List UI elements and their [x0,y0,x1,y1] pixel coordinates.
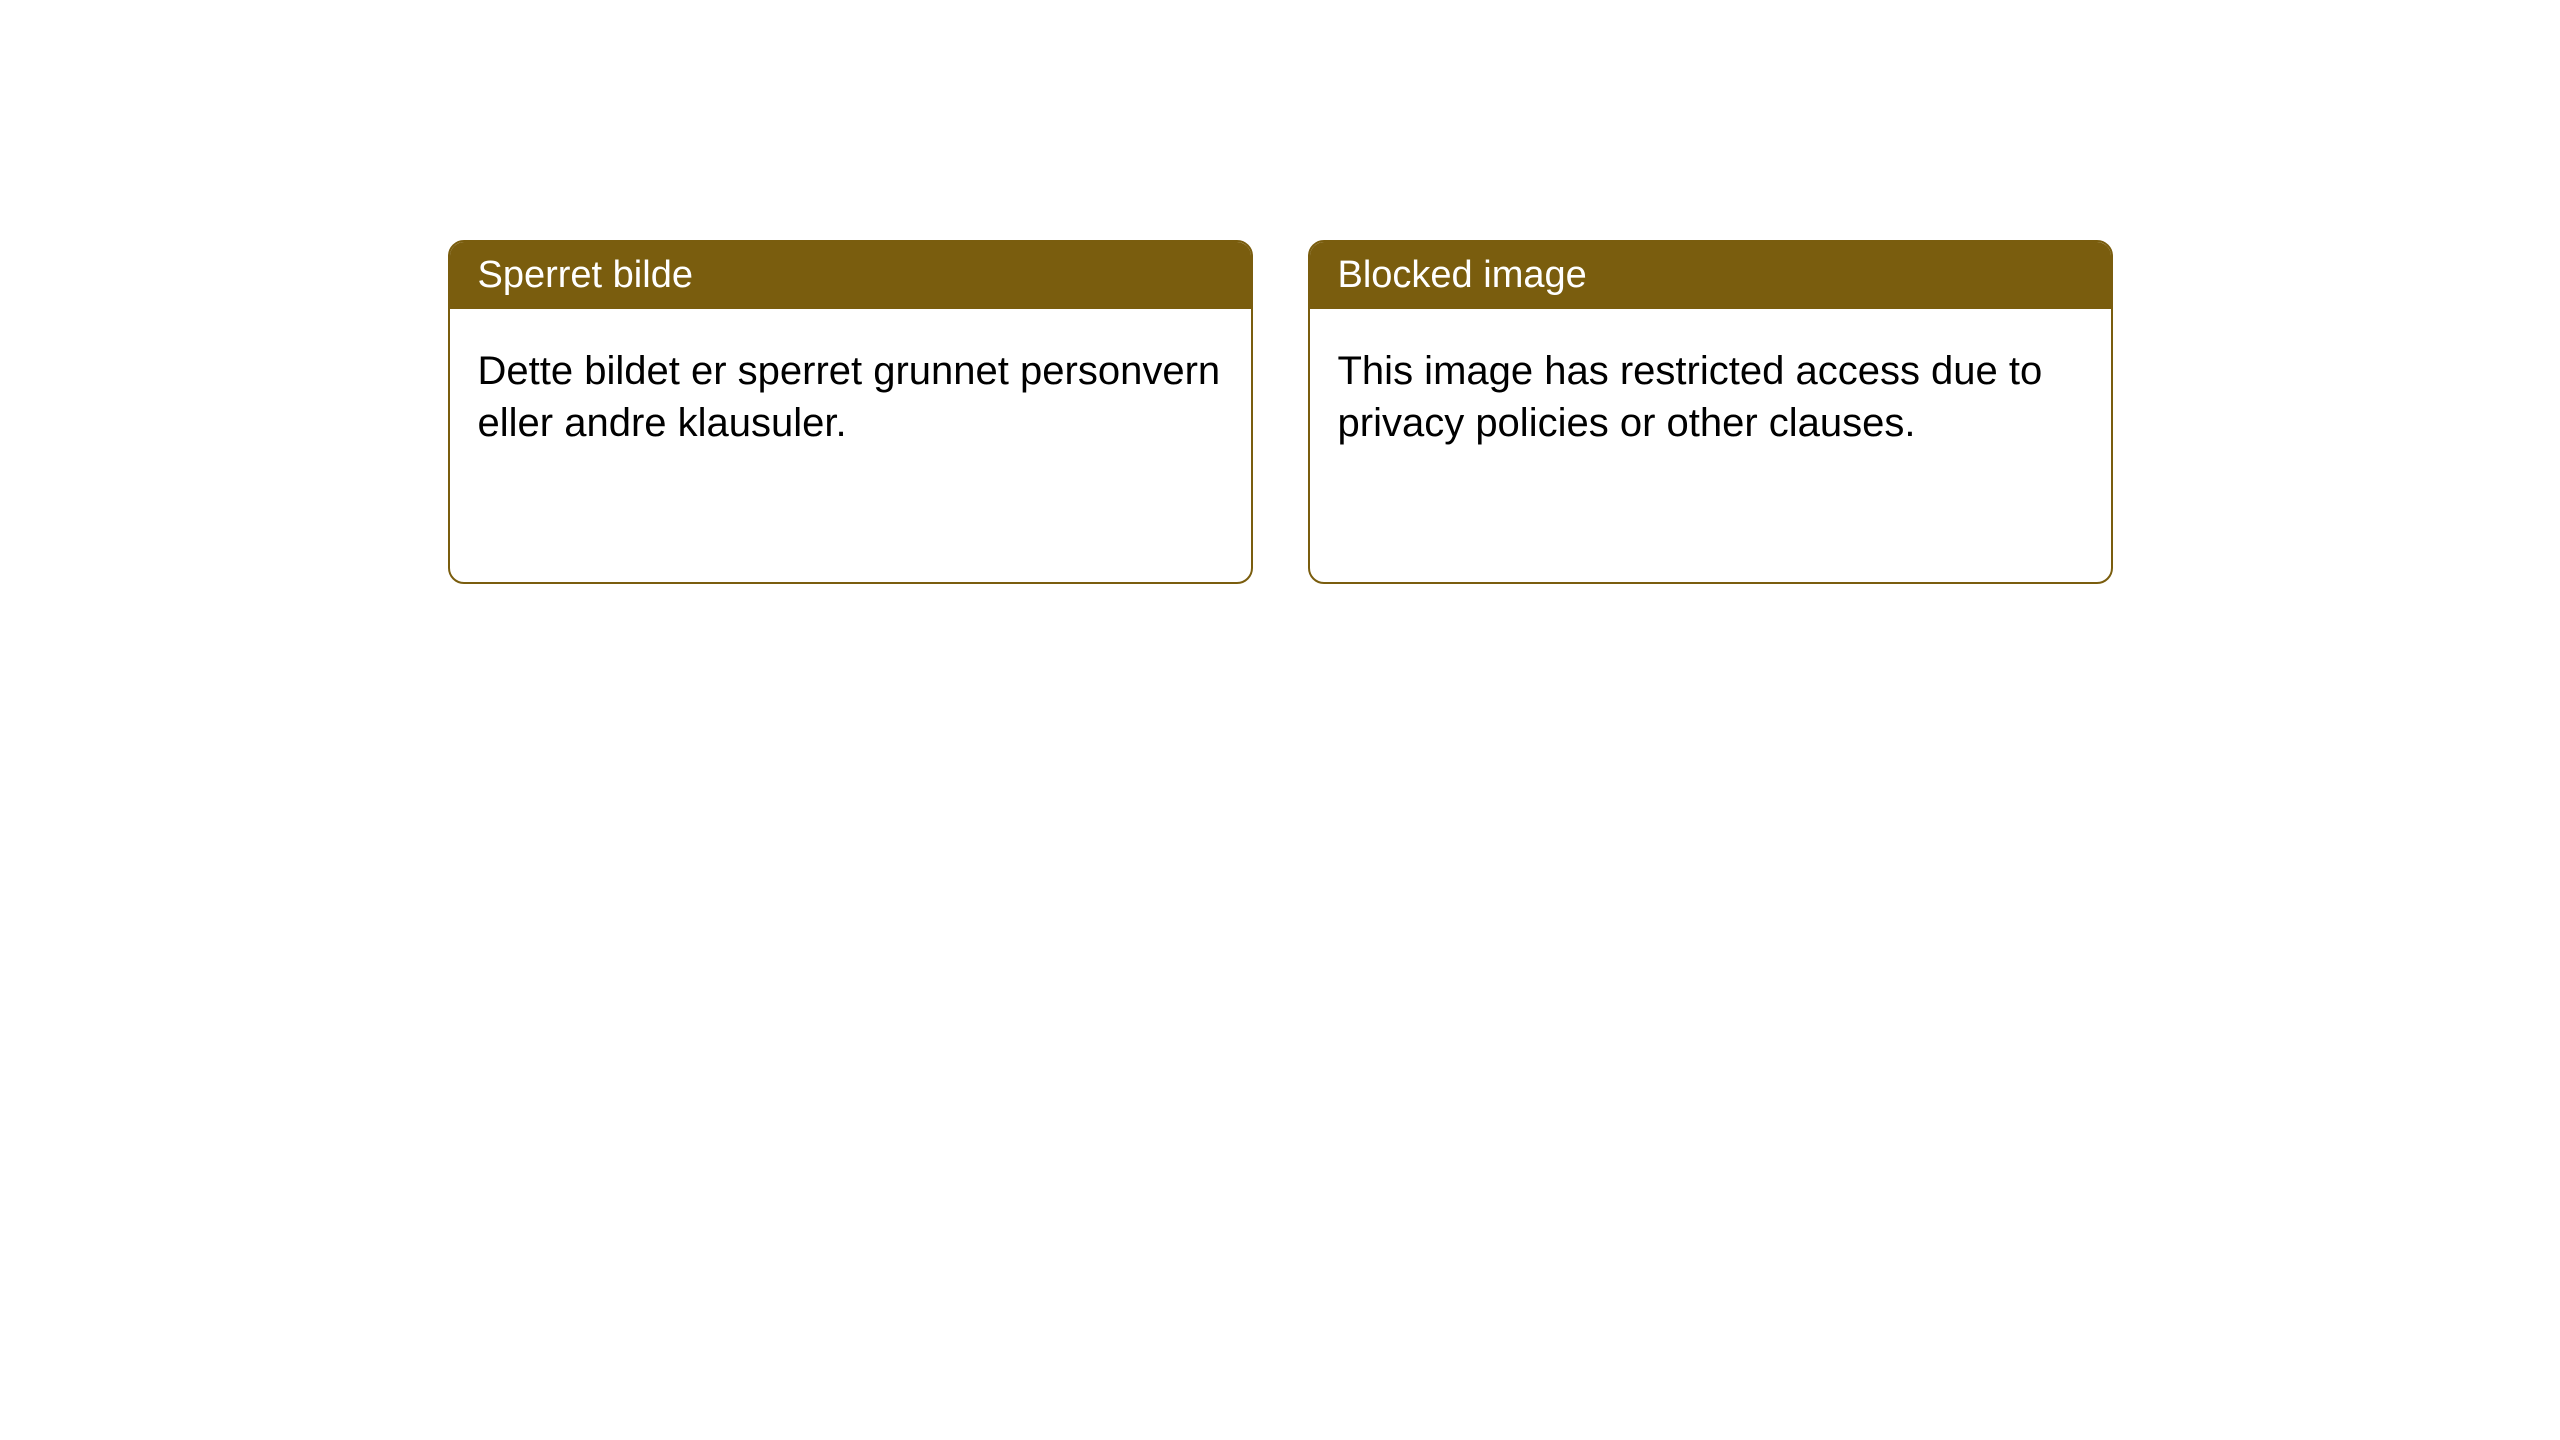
notice-card-norwegian: Sperret bilde Dette bildet er sperret gr… [448,240,1253,584]
notice-card-english: Blocked image This image has restricted … [1308,240,2113,584]
card-header: Blocked image [1310,242,2111,309]
card-body: This image has restricted access due to … [1310,309,2111,485]
card-header: Sperret bilde [450,242,1251,309]
card-body-text: This image has restricted access due to … [1338,349,2043,445]
card-title: Blocked image [1338,254,1587,296]
card-body-text: Dette bildet er sperret grunnet personve… [478,349,1221,445]
card-body: Dette bildet er sperret grunnet personve… [450,309,1251,485]
card-title: Sperret bilde [478,254,693,296]
notice-cards-container: Sperret bilde Dette bildet er sperret gr… [448,240,2113,584]
